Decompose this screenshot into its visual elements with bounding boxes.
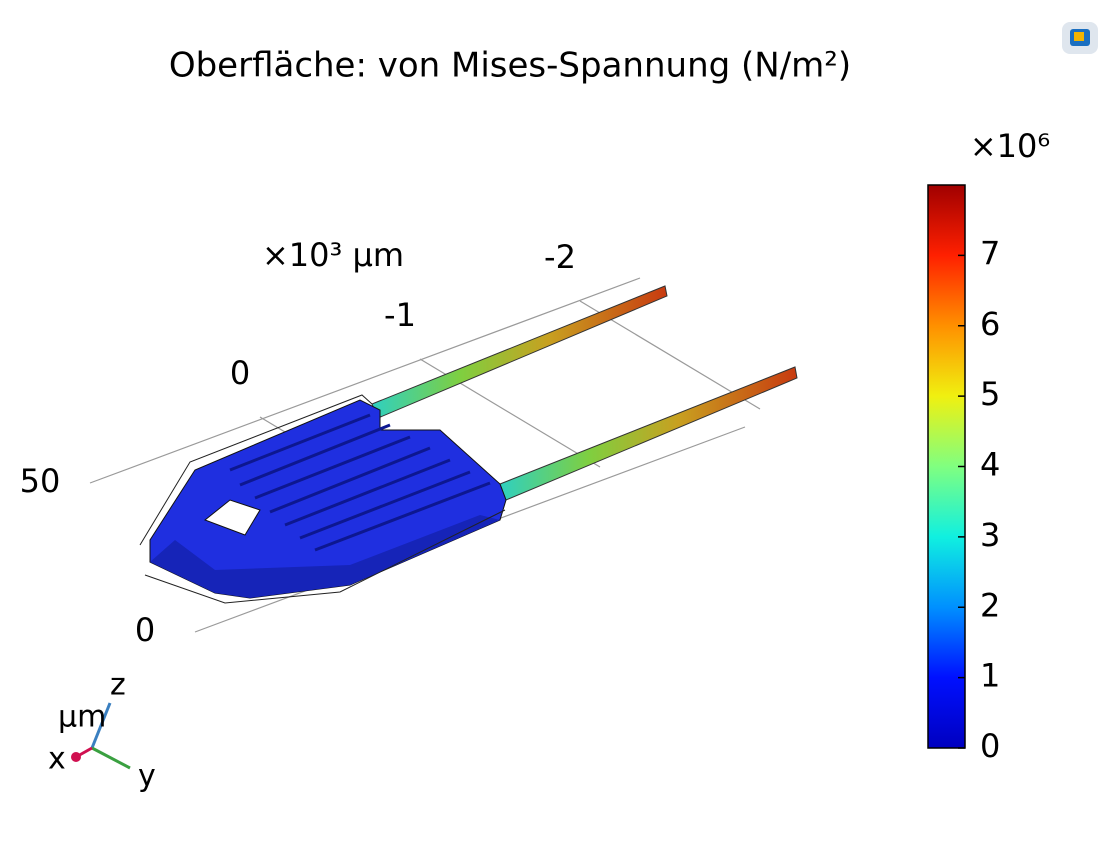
colorbar-tick-label: 4 [980,446,1000,484]
chart-title: Oberfläche: von Mises-Spannung (N/m²) [169,46,851,86]
triad-x: x [48,742,66,777]
y-tick-label: -2 [544,238,576,276]
geometry [139,285,798,604]
colorbar-tick-label: 2 [980,586,1000,624]
triad-unit: μm [58,700,106,735]
colorbar-tick-label: 6 [980,305,1000,343]
colorbar-tick-label: 3 [980,516,1000,554]
colorbar-tick-label: 5 [980,375,1000,413]
y-axis-label: ×10³ μm [262,236,404,274]
colorbar-label: ×10⁶ [970,127,1050,165]
y-tick-label: -1 [384,296,416,334]
z-tick-label: 0 [135,611,155,649]
grid-line [89,277,641,484]
y-tick-label: 0 [230,354,250,392]
triad [71,702,131,770]
triad-z: z [110,668,126,703]
app-icon [1062,22,1098,54]
triad-y: y [138,759,156,794]
colorbar-tick-label: 7 [980,234,1000,272]
colorbar-tick-label: 0 [980,727,1000,765]
z-tick-label: 50 [20,462,61,500]
colorbar-tick-label: 1 [980,657,1000,695]
